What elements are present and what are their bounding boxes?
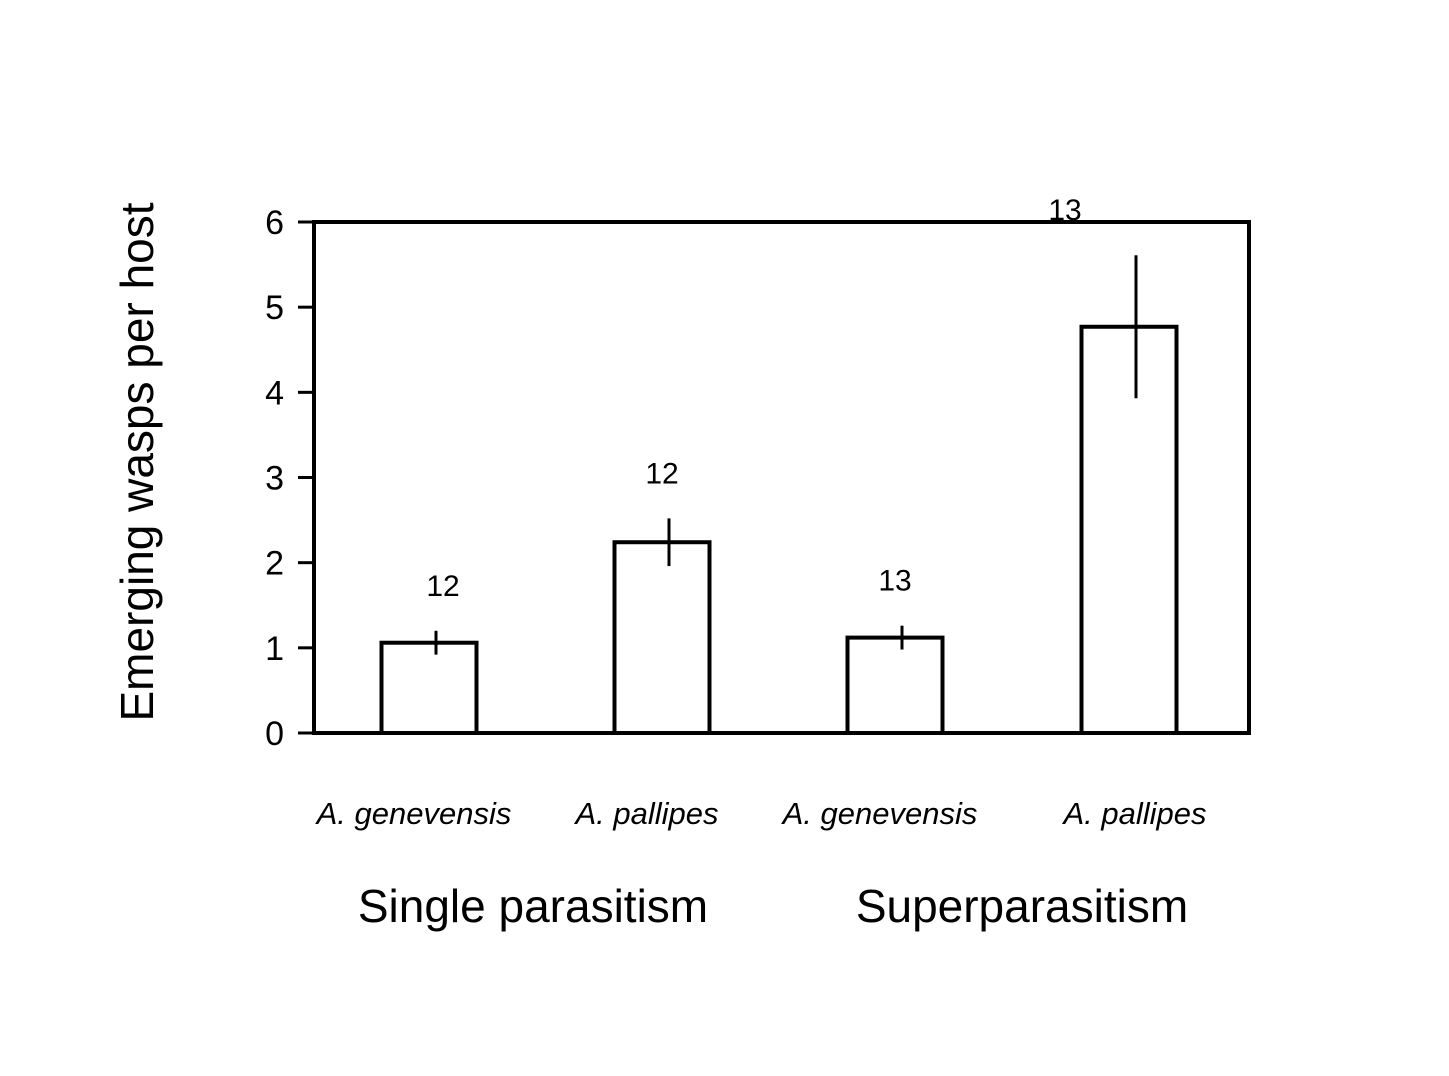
category-label: A. genevensis <box>315 796 512 831</box>
y-tick-label: 4 <box>265 374 284 412</box>
sample-size-label: 13 <box>1048 194 1081 227</box>
bar <box>845 635 945 736</box>
sample-size-label: 12 <box>426 570 459 603</box>
bars <box>379 324 1179 736</box>
y-axis: 0 1 2 3 4 5 6 <box>265 204 314 753</box>
sample-size-label: 12 <box>645 457 678 490</box>
bar <box>379 640 479 735</box>
y-tick-label: 1 <box>265 630 284 668</box>
group-label: Single parasitism <box>358 880 708 932</box>
y-axis-title: Emerging wasps per host <box>111 202 163 721</box>
sample-size-label: 13 <box>878 565 911 598</box>
y-tick-label: 5 <box>265 289 284 327</box>
x-axis-category-labels: A. genevensis A. pallipes A. genevensis A. … <box>315 796 1207 831</box>
group-labels: Single parasitism Superparasitism <box>358 880 1188 932</box>
y-tick-label: 3 <box>265 460 284 498</box>
y-tick-label: 2 <box>265 545 284 583</box>
category-label: A. pallipes <box>1061 796 1206 831</box>
sample-size-labels: 12 12 13 13 <box>426 194 1081 603</box>
bar <box>1079 324 1179 735</box>
y-tick-label: 0 <box>265 715 284 753</box>
category-label: A. genevensis <box>781 796 978 831</box>
bar <box>612 540 712 736</box>
y-tick-label: 6 <box>265 204 284 242</box>
error-bars <box>434 255 1138 655</box>
category-label: A. pallipes <box>573 796 718 831</box>
group-label: Superparasitism <box>856 880 1188 932</box>
